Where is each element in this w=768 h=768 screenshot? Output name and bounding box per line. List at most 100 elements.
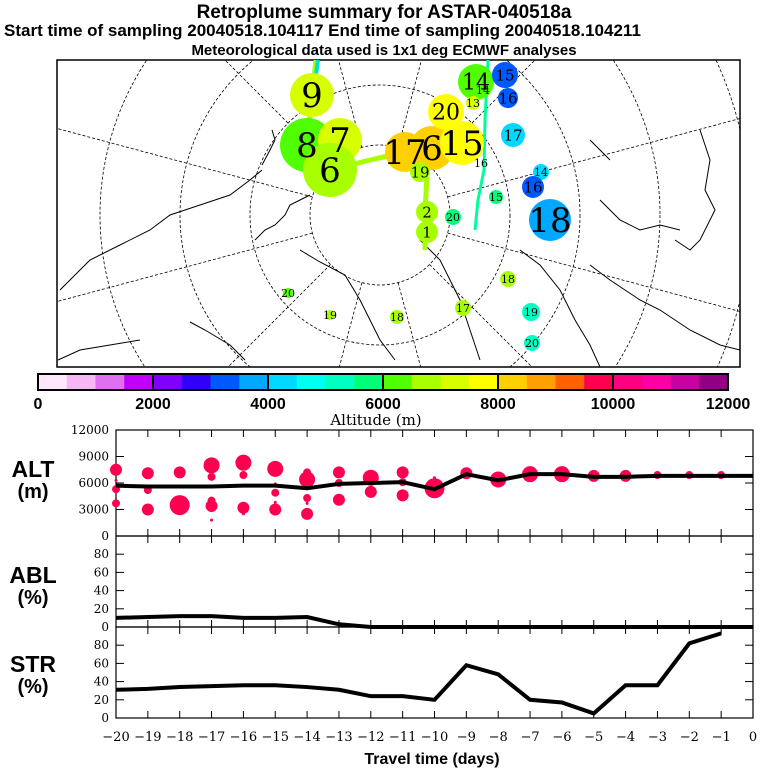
colorbar-segment bbox=[670, 374, 700, 390]
plume-day-label: 14 bbox=[462, 71, 490, 96]
colorbar-segment bbox=[555, 374, 585, 390]
y-tick-label: 0 bbox=[101, 711, 109, 725]
coastline bbox=[589, 264, 740, 351]
x-tick-label: −13 bbox=[325, 730, 352, 745]
altitude-cluster-point bbox=[173, 466, 186, 479]
colorbar-tick-label: 0 bbox=[34, 396, 43, 413]
colorbar-segment bbox=[641, 374, 671, 390]
y-tick-label: 40 bbox=[94, 584, 109, 598]
plume-cluster-circle bbox=[455, 300, 471, 316]
y-tick-label: 60 bbox=[94, 565, 109, 579]
abl-panel-label: ABL (%) bbox=[8, 563, 58, 609]
plume-cluster-circle bbox=[428, 94, 464, 130]
plume-day-label: 17 bbox=[383, 133, 426, 173]
alt-label: ALT bbox=[11, 456, 55, 482]
colorbar-segment bbox=[526, 374, 556, 390]
colorbar-segment bbox=[38, 374, 68, 390]
plume-cluster-circle bbox=[390, 310, 404, 324]
x-axis-label: Travel time (days) bbox=[364, 751, 499, 768]
y-tick-label: 80 bbox=[94, 547, 109, 561]
altitude-cluster-point bbox=[273, 500, 277, 504]
plume-cluster-circle bbox=[445, 209, 461, 225]
altitude-cluster-point bbox=[299, 471, 316, 488]
plume-cluster-circle bbox=[524, 335, 540, 351]
coastline bbox=[189, 321, 246, 361]
altitude-cluster-point bbox=[396, 489, 409, 502]
plume-day-label: 19 bbox=[410, 163, 429, 181]
x-tick-label: 0 bbox=[749, 730, 757, 745]
coastline bbox=[519, 249, 601, 367]
coastline bbox=[57, 339, 141, 361]
x-tick-label: −20 bbox=[102, 730, 129, 745]
altitude-cluster-point bbox=[114, 478, 118, 482]
latitude-circle bbox=[249, 84, 511, 346]
colorbar-segment bbox=[124, 374, 154, 390]
coastline bbox=[589, 139, 611, 161]
plume-day-label: 17 bbox=[503, 126, 522, 144]
altitude-cluster-point bbox=[241, 512, 245, 516]
latitude-circle bbox=[99, 60, 661, 367]
y-tick-label: 9000 bbox=[78, 450, 109, 464]
plume-cluster-circle bbox=[501, 123, 525, 147]
plume-day-label: 7 bbox=[329, 121, 351, 161]
y-tick-label: 20 bbox=[94, 602, 109, 616]
colorbar-segment bbox=[613, 374, 643, 390]
colorbar-segment bbox=[66, 374, 96, 390]
colorbar-segment bbox=[383, 374, 413, 390]
abl-unit: (%) bbox=[17, 587, 49, 609]
plume-day-label: 6 bbox=[319, 151, 341, 191]
y-tick-label: 3000 bbox=[78, 503, 109, 517]
plume-day-label: 2 bbox=[422, 203, 432, 221]
colorbar-segment bbox=[95, 374, 125, 390]
plume-day-label: 19 bbox=[323, 309, 337, 322]
alt-panel-label: ALT (m) bbox=[8, 457, 58, 503]
coastline bbox=[299, 249, 396, 361]
plume-day-label: 20 bbox=[525, 337, 539, 350]
x-tick-label: −4 bbox=[616, 730, 635, 745]
altitude-cluster-point bbox=[110, 463, 122, 476]
colorbar-segment bbox=[239, 374, 269, 390]
plume-day-label: 20 bbox=[446, 211, 460, 224]
colorbar-label: Altitude (m) bbox=[329, 411, 421, 429]
plume-cluster-circle bbox=[416, 221, 438, 243]
x-tick-label: −2 bbox=[680, 730, 699, 745]
plume-cluster-circle bbox=[283, 288, 293, 298]
y-tick-label: 12000 bbox=[71, 423, 109, 437]
meridian-line bbox=[447, 232, 740, 312]
plume-day-label: 18 bbox=[528, 201, 571, 241]
plume-cluster-circle bbox=[500, 271, 516, 287]
altitude-cluster-point bbox=[141, 467, 154, 480]
altitude-cluster-point bbox=[396, 466, 409, 479]
panel-frame-str bbox=[115, 626, 754, 719]
plume-track-start bbox=[314, 60, 320, 76]
colorbar-segment bbox=[354, 374, 384, 390]
colorbar-segment bbox=[325, 374, 355, 390]
panel-frame-abl bbox=[115, 535, 754, 628]
plume-day-label: 16 bbox=[474, 157, 488, 170]
x-tick-label: −11 bbox=[389, 730, 416, 745]
y-tick-label: 6000 bbox=[78, 476, 109, 490]
y-tick-label: 0 bbox=[101, 529, 109, 543]
colorbar-segment bbox=[181, 374, 211, 390]
colorbar-tick-label: 4000 bbox=[250, 396, 286, 413]
plume-cluster-circle bbox=[529, 199, 571, 241]
mean-altitude-line bbox=[115, 472, 753, 492]
altitude-cluster-point bbox=[169, 495, 190, 516]
x-tick-label: −14 bbox=[293, 730, 320, 745]
altitude-cluster-point bbox=[267, 460, 284, 477]
altitude-cluster-point bbox=[237, 501, 250, 514]
plume-day-label: 9 bbox=[301, 76, 323, 116]
str-panel-label: STR (%) bbox=[8, 652, 58, 698]
plume-day-label: 6 bbox=[421, 129, 443, 169]
x-tick-label: −1 bbox=[712, 730, 731, 745]
plume-day-label: 1 bbox=[422, 223, 432, 241]
colorbar-segment bbox=[498, 374, 528, 390]
altitude-cluster-point bbox=[203, 457, 220, 474]
str-unit: (%) bbox=[17, 676, 49, 698]
x-tick-label: −5 bbox=[584, 730, 603, 745]
chart-title: Retroplume summary for ASTAR-040518a bbox=[196, 2, 572, 23]
str-line bbox=[115, 631, 722, 716]
